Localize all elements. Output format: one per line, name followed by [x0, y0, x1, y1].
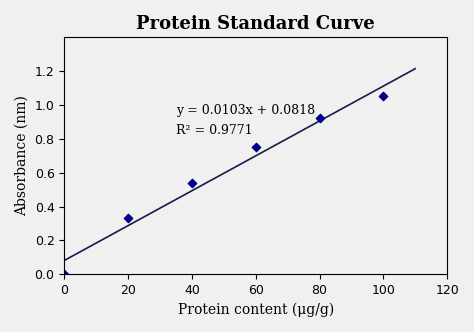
- Point: [316, 115, 323, 121]
- Point: [380, 93, 387, 98]
- Y-axis label: Absorbance (nm): Absorbance (nm): [15, 95, 29, 216]
- Point: [61, 272, 68, 277]
- Title: Protein Standard Curve: Protein Standard Curve: [137, 15, 375, 33]
- Point: [252, 144, 259, 149]
- Point: [124, 215, 132, 220]
- X-axis label: Protein content (μg/g): Protein content (μg/g): [178, 302, 334, 317]
- Text: R² = 0.9771: R² = 0.9771: [176, 124, 253, 137]
- Text: y = 0.0103x + 0.0818: y = 0.0103x + 0.0818: [176, 104, 315, 117]
- Point: [188, 180, 196, 186]
